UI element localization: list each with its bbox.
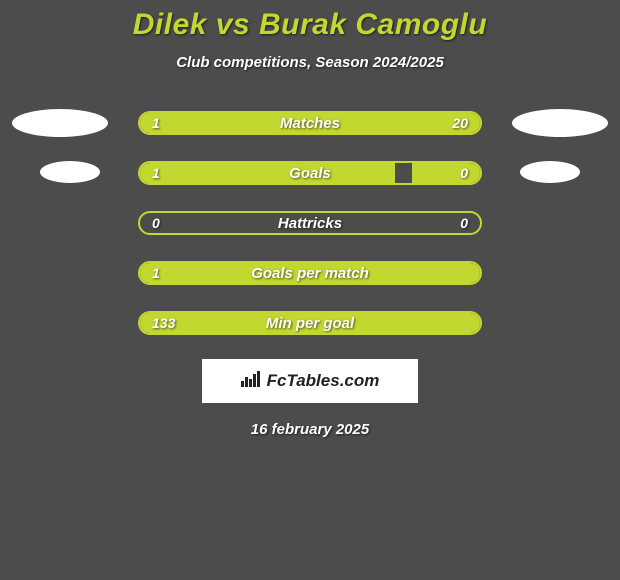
stat-row: 00Hattricks [0, 209, 620, 237]
stat-label: Goals per match [140, 265, 480, 282]
stat-label: Min per goal [140, 315, 480, 332]
page-title: Dilek vs Burak Camoglu [0, 8, 620, 42]
stat-row: 120Matches [0, 109, 620, 137]
date-label: 16 february 2025 [0, 421, 620, 438]
stat-label: Goals [140, 165, 480, 182]
logo-text: FcTables.com [267, 371, 380, 391]
root: Dilek vs Burak Camoglu Club competitions… [0, 0, 620, 438]
stat-row: 1Goals per match [0, 259, 620, 287]
stat-bar: 1Goals per match [138, 261, 482, 285]
stat-bar: 10Goals [138, 161, 482, 185]
stat-bar: 133Min per goal [138, 311, 482, 335]
stat-label: Matches [140, 115, 480, 132]
stats-area: 120Matches 10Goals 00Hattricks 1Goals per m… [0, 109, 620, 337]
stat-row: 10Goals [0, 159, 620, 187]
stat-row: 133Min per goal [0, 309, 620, 337]
chart-icon [241, 371, 261, 392]
stat-bar: 00Hattricks [138, 211, 482, 235]
fctables-logo[interactable]: FcTables.com [202, 359, 418, 403]
stat-label: Hattricks [140, 215, 480, 232]
subtitle: Club competitions, Season 2024/2025 [0, 54, 620, 71]
stat-bar: 120Matches [138, 111, 482, 135]
